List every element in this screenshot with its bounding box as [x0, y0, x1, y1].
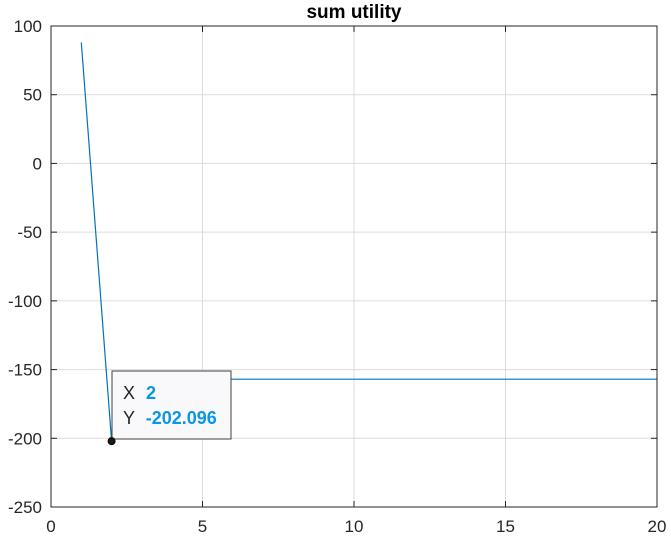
- datatip-marker[interactable]: [107, 437, 116, 446]
- datatip[interactable]: X 2 Y -202.096: [107, 370, 232, 446]
- x-tick-label: 0: [46, 517, 55, 536]
- x-tick-label: 20: [648, 517, 667, 536]
- datatip-x-label: X: [123, 383, 135, 403]
- chart-title: sum utility: [306, 2, 401, 23]
- datatip-box: [111, 370, 232, 440]
- y-tick-label: -200: [8, 429, 42, 448]
- y-tick-label: -150: [8, 361, 42, 380]
- x-tick-label: 10: [345, 517, 364, 536]
- datatip-y-value: -202.096: [146, 408, 217, 428]
- datatip-y-row: Y -202.096: [123, 408, 217, 428]
- tick-labels: 0 5 10 15 20 100 50 0 -50 -100 -150 -200 -250: [8, 17, 666, 536]
- datatip-x-row: X 2: [123, 383, 156, 403]
- y-tick-label: -50: [17, 223, 42, 242]
- axes-box: [50, 25, 658, 508]
- y-tick-label: 50: [23, 86, 42, 105]
- datatip-y-label: Y: [123, 408, 135, 428]
- y-tick-label: 0: [33, 154, 42, 173]
- x-tick-label: 15: [496, 517, 515, 536]
- y-tick-label: -250: [8, 498, 42, 517]
- datatip-x-value: 2: [146, 383, 156, 403]
- x-tick-label: 5: [198, 517, 207, 536]
- y-tick-label: -100: [8, 292, 42, 311]
- y-tick-label: 100: [14, 17, 42, 36]
